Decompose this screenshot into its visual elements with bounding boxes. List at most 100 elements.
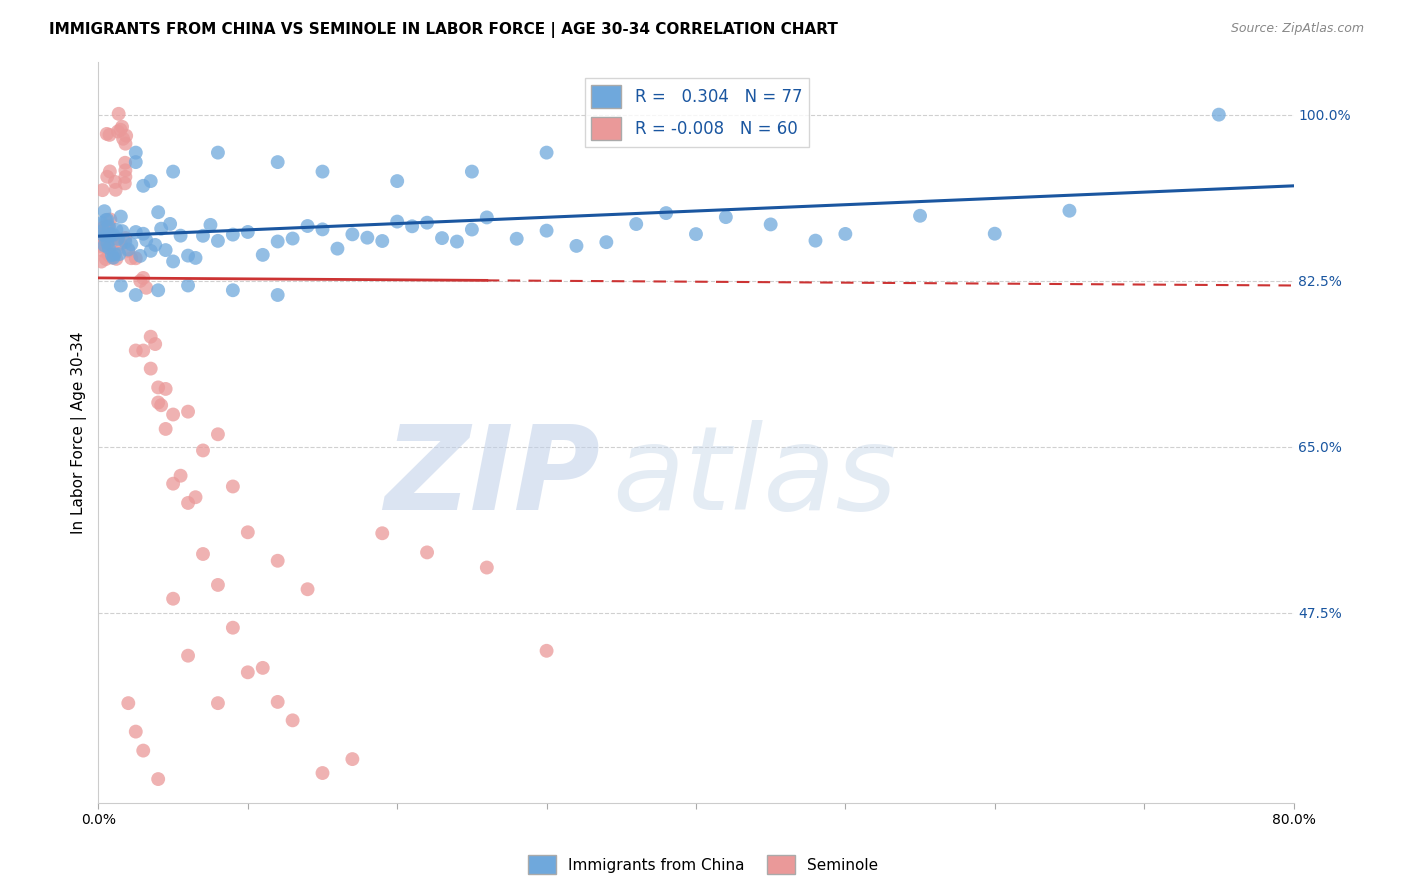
Point (115, 128, 138, 143)
Point (222, 479, 245, 493)
Point (252, 248, 274, 262)
Point (169, 228, 191, 243)
Point (103, 231, 125, 245)
Point (222, 283, 245, 297)
Point (461, 164, 484, 178)
Point (1059, 203, 1081, 218)
Point (385, 214, 409, 228)
Point (475, 560, 498, 574)
Point (132, 343, 155, 358)
Text: atlas: atlas (613, 420, 897, 534)
Point (148, 380, 170, 394)
Point (139, 361, 162, 376)
Point (132, 271, 155, 285)
Point (177, 496, 200, 510)
Point (103, 227, 125, 242)
Point (97, 248, 120, 262)
Point (342, 227, 364, 242)
Point (139, 174, 162, 188)
Point (94, 252, 117, 266)
Point (804, 234, 827, 248)
Point (125, 343, 148, 358)
Point (267, 155, 290, 169)
Point (155, 382, 177, 396)
Point (169, 468, 191, 483)
Point (104, 247, 127, 261)
Point (110, 122, 132, 136)
Point (105, 223, 128, 237)
Point (385, 174, 409, 188)
Point (139, 244, 162, 258)
Point (326, 242, 349, 256)
Point (107, 232, 129, 246)
Point (191, 228, 214, 243)
Point (148, 205, 170, 219)
Point (162, 591, 184, 606)
Point (177, 278, 200, 293)
Point (120, 237, 142, 252)
Point (93, 219, 115, 234)
Point (207, 234, 229, 248)
Point (96, 127, 118, 141)
Point (125, 155, 148, 169)
Point (536, 224, 558, 238)
Point (207, 427, 229, 442)
Point (595, 235, 617, 249)
Point (117, 696, 139, 710)
Point (104, 175, 127, 189)
Point (120, 251, 142, 265)
Point (91, 224, 114, 238)
Point (461, 222, 484, 236)
Point (139, 329, 162, 343)
Point (108, 247, 131, 261)
Point (114, 163, 136, 178)
Point (148, 772, 170, 786)
Point (267, 288, 290, 302)
Point (565, 239, 588, 253)
Point (98, 227, 122, 241)
Point (101, 248, 124, 262)
Point (200, 218, 222, 232)
Point (132, 178, 155, 193)
Point (129, 249, 152, 263)
Point (162, 408, 184, 422)
Point (91, 183, 114, 197)
Text: IMMIGRANTS FROM CHINA VS SEMINOLE IN LABOR FORCE | AGE 30-34 CORRELATION CHART: IMMIGRANTS FROM CHINA VS SEMINOLE IN LAB… (49, 22, 838, 38)
Point (114, 155, 136, 169)
Point (207, 578, 229, 592)
Point (834, 227, 856, 241)
Point (371, 526, 394, 541)
Point (105, 252, 128, 266)
Point (110, 278, 132, 293)
Point (129, 274, 152, 288)
Point (297, 582, 319, 597)
Point (908, 209, 931, 223)
Point (110, 236, 132, 251)
Point (655, 206, 678, 220)
Point (416, 216, 439, 230)
Point (125, 252, 148, 266)
Point (98, 212, 122, 227)
Point (98, 164, 121, 178)
Point (150, 398, 173, 412)
Point (984, 227, 1007, 241)
Point (97, 241, 120, 255)
Point (93, 234, 115, 248)
Point (96, 169, 118, 184)
Point (267, 554, 290, 568)
Point (430, 231, 453, 245)
Point (177, 404, 200, 418)
Point (132, 743, 155, 757)
Point (135, 281, 157, 295)
Point (177, 249, 200, 263)
Point (125, 145, 148, 160)
Legend: Immigrants from China, Seminole: Immigrants from China, Seminole (522, 849, 884, 880)
Point (714, 210, 737, 224)
Point (90, 216, 112, 230)
Point (96, 227, 118, 242)
Point (89, 230, 111, 244)
Point (110, 210, 132, 224)
Point (536, 145, 558, 160)
Point (267, 695, 290, 709)
Point (281, 231, 304, 245)
